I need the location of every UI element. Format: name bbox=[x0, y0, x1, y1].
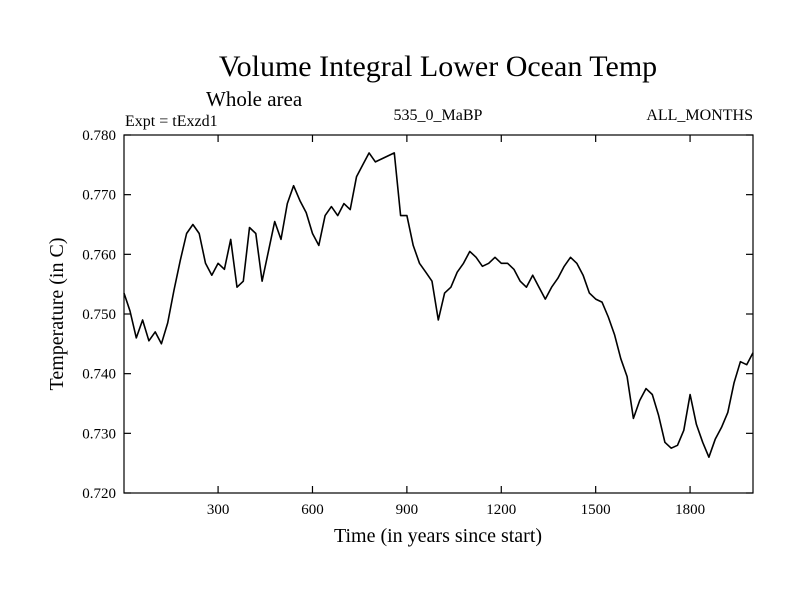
y-tick-label: 0.770 bbox=[82, 188, 116, 204]
x-tick-label: 1200 bbox=[486, 502, 516, 518]
x-tick-label: 1500 bbox=[581, 502, 611, 518]
x-tick-label: 600 bbox=[301, 502, 324, 518]
x-tick-label: 900 bbox=[396, 502, 419, 518]
y-axis: 0.720 0.730 0.740 0.750 0.760 0.770 0.780 bbox=[82, 128, 753, 502]
months-label: ALL_MONTHS bbox=[646, 107, 753, 124]
y-tick-label: 0.720 bbox=[82, 486, 116, 502]
y-tick-label: 0.780 bbox=[82, 128, 116, 144]
y-axis-label: Temperature (in C) bbox=[46, 238, 68, 391]
temperature-series-line bbox=[123, 152, 754, 459]
chart-title: Volume Integral Lower Ocean Temp bbox=[219, 50, 657, 83]
experiment-label: Expt = tExzd1 bbox=[125, 113, 218, 130]
x-axis: 300 600 900 1200 1500 1800 bbox=[207, 135, 705, 518]
x-tick-label: 300 bbox=[207, 502, 230, 518]
y-tick-label: 0.730 bbox=[82, 426, 116, 442]
y-tick-label: 0.750 bbox=[82, 307, 116, 323]
plot-area-frame bbox=[123, 134, 754, 494]
x-axis-label: Time (in years since start) bbox=[334, 525, 542, 547]
x-tick-label: 1800 bbox=[675, 502, 705, 518]
y-tick-label: 0.740 bbox=[82, 367, 116, 383]
chart-subtitle: Whole area bbox=[206, 87, 303, 111]
period-label: 535_0_MaBP bbox=[394, 107, 483, 124]
y-tick-label: 0.760 bbox=[82, 247, 116, 263]
